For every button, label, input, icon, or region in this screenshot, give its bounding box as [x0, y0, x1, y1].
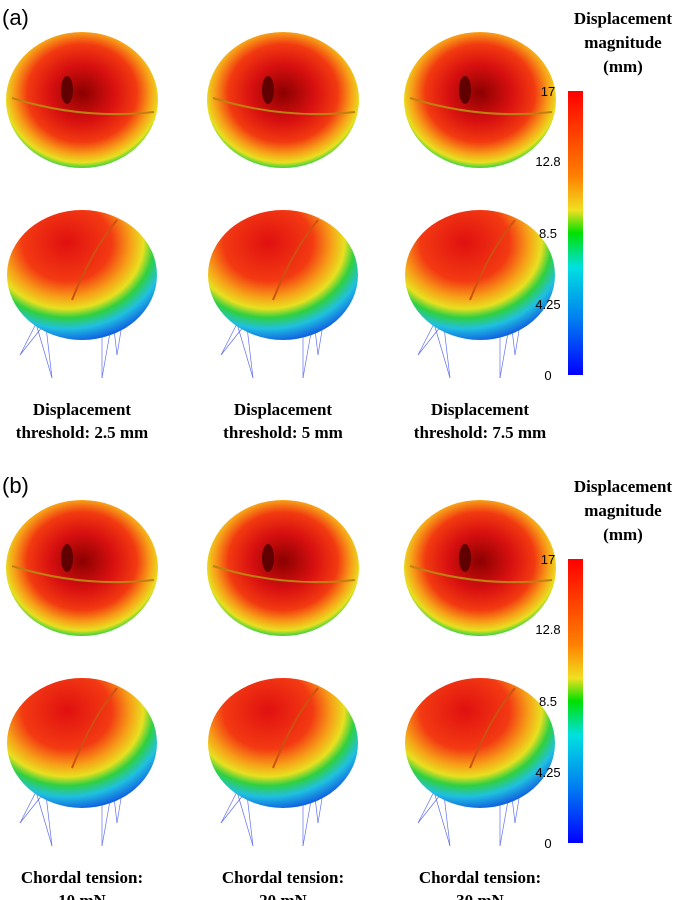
valve-surface	[6, 32, 158, 168]
valve-render-top	[404, 500, 556, 636]
colorbar-tick-label: 17	[541, 84, 555, 99]
panel-label: (b)	[2, 473, 29, 498]
colorbar-tick-label: 8.5	[539, 226, 557, 241]
colorbar	[568, 91, 583, 375]
valve-orifice	[61, 76, 73, 104]
valve-fold	[71, 219, 118, 301]
valve-orifice	[262, 76, 274, 104]
valve-surface	[404, 500, 556, 636]
colorbar-tick-label: 12.8	[535, 154, 560, 169]
caption: Chordal tension:	[419, 868, 541, 887]
valve-fold	[469, 687, 516, 769]
valve-surface	[207, 500, 359, 636]
colorbar-title: (mm)	[603, 525, 643, 544]
colorbar-title: Displacement	[574, 9, 673, 28]
caption: Displacement	[431, 400, 530, 419]
caption: Chordal tension:	[21, 868, 143, 887]
valve-render-top	[207, 500, 359, 636]
colorbar-tick-label: 12.8	[535, 622, 560, 637]
valve-surface	[207, 32, 359, 168]
caption: 30 mN	[456, 891, 504, 900]
colorbar-tick-label: 17	[541, 552, 555, 567]
valve-render-bottom	[208, 210, 358, 379]
caption: threshold: 7.5 mm	[414, 423, 546, 442]
valve-render-bottom	[405, 210, 555, 379]
caption: threshold: 2.5 mm	[16, 423, 148, 442]
caption: Displacement	[33, 400, 132, 419]
colorbar-tick-label: 0	[544, 368, 551, 383]
valve-fold	[11, 97, 155, 116]
valve-fold	[71, 687, 118, 769]
valve-render-bottom	[208, 678, 358, 847]
valve-render-top	[404, 32, 556, 168]
valve-orifice	[459, 544, 471, 572]
valve-fold	[272, 687, 319, 769]
valve-orifice	[61, 544, 73, 572]
valve-fold	[212, 97, 356, 116]
valve-surface	[6, 500, 158, 636]
caption: Chordal tension:	[222, 868, 344, 887]
caption: Displacement	[234, 400, 333, 419]
colorbar-tick-label: 4.25	[535, 765, 560, 780]
colorbar-title: magnitude	[584, 33, 662, 52]
valve-orifice	[459, 76, 471, 104]
valve-fold	[469, 219, 516, 301]
valve-render-bottom	[7, 678, 157, 847]
colorbar-tick-label: 0	[544, 836, 551, 851]
valve-render-top	[6, 32, 158, 168]
colorbar-tick-label: 8.5	[539, 694, 557, 709]
colorbar-title: Displacement	[574, 477, 673, 496]
valve-fold	[409, 97, 553, 116]
caption: threshold: 5 mm	[223, 423, 343, 442]
colorbar	[568, 559, 583, 843]
colorbar-title: (mm)	[603, 57, 643, 76]
valve-fold	[409, 565, 553, 584]
valve-surface	[404, 32, 556, 168]
caption: 10 mN	[58, 891, 106, 900]
valve-render-bottom	[405, 678, 555, 847]
caption: 20 mN	[259, 891, 307, 900]
panel-label: (a)	[2, 5, 29, 30]
colorbar-title: magnitude	[584, 501, 662, 520]
valve-fold	[272, 219, 319, 301]
valve-render-bottom	[7, 210, 157, 379]
valve-orifice	[262, 544, 274, 572]
valve-fold	[11, 565, 155, 584]
valve-render-top	[207, 32, 359, 168]
colorbar-tick-label: 4.25	[535, 297, 560, 312]
valve-fold	[212, 565, 356, 584]
valve-render-top	[6, 500, 158, 636]
